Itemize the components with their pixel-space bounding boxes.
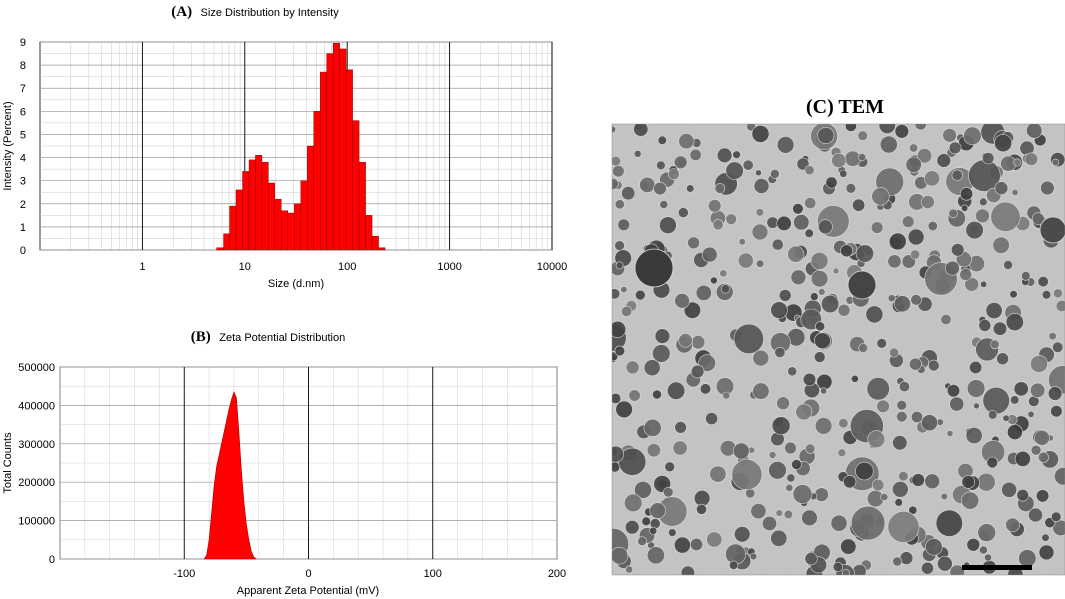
panel-b-ytick-label: 100000 <box>18 516 55 528</box>
tem-noise <box>612 124 1065 575</box>
panel-b-ytick-label: 200000 <box>18 477 55 489</box>
panel-a-bar <box>339 48 347 251</box>
panel-a-bar <box>307 145 314 251</box>
panel-a-bar <box>345 69 353 251</box>
panel-b-xtick-label: 200 <box>548 568 566 580</box>
panel-b-ticks: 0 100000 200000 300000 400000 500000 -100 0 100 2… <box>18 362 566 580</box>
panel-b-ytick-label: 500000 <box>18 362 55 374</box>
panel-a-ytick-label: 8 <box>20 60 26 72</box>
panel-a: (A) Size Distribution by Intensity 0 1 2 3 4… <box>2 3 567 290</box>
tem-image <box>612 124 1065 575</box>
panel-c-title: (C) TEM <box>806 96 884 118</box>
panel-a-bars <box>216 42 386 251</box>
panel-a-bar <box>216 247 224 251</box>
panel-a-bar <box>378 247 386 251</box>
panel-a-ytick-label: 5 <box>20 129 26 141</box>
panel-a-ytick-label: 3 <box>20 176 26 188</box>
panel-a-bar <box>287 212 295 251</box>
panel-a-ytick-label: 6 <box>20 106 26 118</box>
panel-a-xtick-label: 1 <box>139 261 145 273</box>
tem-frame <box>611 123 1065 576</box>
panel-a-bar <box>358 161 366 251</box>
panel-a-ytick-label: 0 <box>20 245 26 257</box>
panel-b-ytick-label: 300000 <box>18 439 55 451</box>
scale-bar <box>962 565 1032 570</box>
panel-b-area <box>203 391 257 560</box>
panel-a-bar <box>274 198 282 251</box>
panel-a-ytick-label: 1 <box>20 222 26 234</box>
panel-a-bar <box>223 233 230 251</box>
panel-a-title: Size Distribution by Intensity <box>201 7 340 19</box>
panel-b-ylabel: Total Counts <box>2 432 14 494</box>
panel-a-xtick-label: 100 <box>338 261 356 273</box>
panel-a-bar <box>313 111 321 251</box>
panel-a-bar <box>371 235 379 251</box>
panel-a-bar <box>235 189 243 251</box>
panel-a-bar <box>248 159 256 251</box>
panel-a-ytick-label: 9 <box>20 37 26 49</box>
panel-a-bar <box>300 180 308 251</box>
panel-b: (B) Zeta Potential Distribution 0 100000 2… <box>2 328 566 597</box>
panel-b-xlabel: Apparent Zeta Potential (mV) <box>237 585 379 597</box>
panel-a-xlabel: Size (d.nm) <box>268 278 324 290</box>
panel-a-bar <box>365 215 373 251</box>
panel-a-label: (A) <box>171 4 192 20</box>
panel-b-label: (B) <box>191 329 211 345</box>
panel-b-title: Zeta Potential Distribution <box>219 332 345 344</box>
panel-a-ticks: 0 1 2 3 4 5 6 7 8 9 1 10 100 1000 10000 <box>20 37 567 273</box>
panel-a-bar <box>261 161 269 251</box>
panel-a-ytick-label: 4 <box>20 153 26 165</box>
panel-a-bar <box>352 120 360 251</box>
panel-a-xtick-label: 1000 <box>437 261 461 273</box>
panel-a-bar <box>268 182 275 251</box>
panel-a-bar <box>320 71 327 251</box>
panel-a-xtick-label: 10 <box>239 261 251 273</box>
panel-a-heading: (A) Size Distribution by Intensity <box>171 3 339 20</box>
panel-a-bar <box>242 171 250 251</box>
panel-a-ytick-label: 7 <box>20 83 26 95</box>
panel-b-grid <box>59 366 558 560</box>
panel-b-xtick-label: 100 <box>424 568 442 580</box>
panel-a-bar <box>229 205 237 251</box>
panel-a-ytick-label: 2 <box>20 199 26 211</box>
panel-a-bar <box>326 53 334 251</box>
panel-a-bar <box>294 203 301 251</box>
panel-c: (C) TEM <box>611 96 1065 576</box>
panel-a-xtick-label: 10000 <box>537 261 568 273</box>
panel-b-ytick-label: 400000 <box>18 400 55 412</box>
panel-b-heading: (B) Zeta Potential Distribution <box>191 328 345 345</box>
panel-a-bar <box>255 155 263 251</box>
panel-b-distribution-area <box>203 391 257 560</box>
panel-a-ylabel: Intensity (Percent) <box>2 101 14 190</box>
panel-b-xtick-label: 0 <box>305 568 311 580</box>
panel-a-bar <box>332 42 340 251</box>
panel-b-xtick-label: -100 <box>173 568 195 580</box>
panel-a-bar <box>281 210 289 251</box>
panel-b-ytick-label: 0 <box>49 554 55 566</box>
